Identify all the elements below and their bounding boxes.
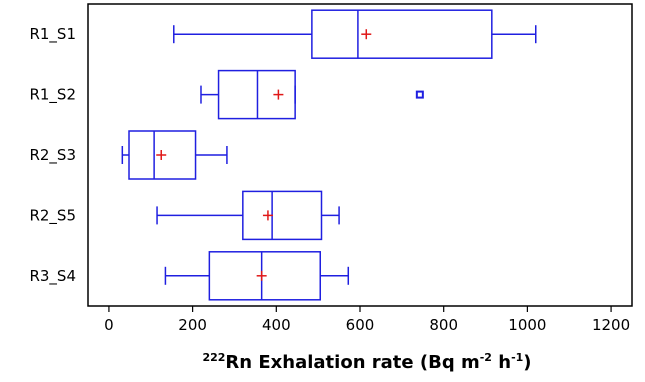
x-axis: 0 200 400 600 800 1000 1200 bbox=[104, 306, 630, 334]
x-axis-label-sup1: 222 bbox=[202, 351, 225, 364]
x-tick-label: 600 bbox=[346, 316, 375, 334]
box-R2_S5 bbox=[156, 190, 340, 241]
iqr-box bbox=[128, 130, 197, 180]
category-label: R1_S2 bbox=[29, 86, 76, 105]
x-axis-label: 222Rn Exhalation rate (Bq m-2 h-1) bbox=[202, 351, 531, 373]
box-R3_S4 bbox=[164, 251, 350, 301]
x-axis-label-main: Rn Exhalation rate (Bq m bbox=[225, 352, 479, 373]
boxes-layer bbox=[121, 9, 537, 301]
x-tick-label: 400 bbox=[262, 316, 291, 334]
outlier-point bbox=[415, 90, 424, 99]
x-tick-label: 1200 bbox=[592, 316, 630, 334]
box-R1_S1 bbox=[173, 9, 537, 59]
x-tick-label: 1000 bbox=[508, 316, 546, 334]
category-label: R2_S5 bbox=[29, 206, 76, 225]
category-label: R1_S1 bbox=[29, 25, 76, 44]
x-axis-label-end: ) bbox=[523, 352, 531, 373]
category-label: R2_S3 bbox=[29, 146, 76, 165]
box-R1_S2 bbox=[200, 69, 424, 120]
iqr-box bbox=[208, 251, 321, 301]
x-axis-label-sup2: -2 bbox=[480, 351, 492, 364]
box-R2_S3 bbox=[121, 130, 228, 180]
category-label: R3_S4 bbox=[29, 267, 76, 286]
iqr-box bbox=[311, 9, 493, 59]
category-labels: R1_S1 R1_S2 R2_S3 R2_S5 R3_S4 bbox=[29, 25, 76, 286]
x-tick-label: 800 bbox=[429, 316, 458, 334]
x-tick-label: 0 bbox=[104, 316, 114, 334]
x-tick-label: 200 bbox=[178, 316, 207, 334]
x-axis-label-sup3: -1 bbox=[511, 351, 523, 364]
plot-area-frame bbox=[87, 3, 633, 307]
iqr-box bbox=[242, 190, 323, 241]
x-axis-label-mid: h bbox=[492, 352, 511, 373]
